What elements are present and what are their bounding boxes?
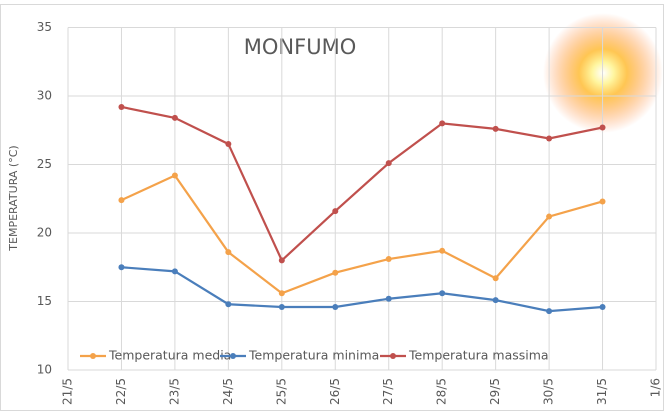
data-point — [546, 135, 553, 142]
x-tick-label: 1/6 — [649, 378, 663, 397]
data-point — [439, 290, 446, 297]
data-point — [332, 269, 339, 276]
x-tick-label: 29/5 — [488, 378, 502, 405]
series-line — [121, 105, 603, 263]
data-point — [439, 120, 446, 127]
data-point — [599, 303, 606, 310]
data-point — [492, 125, 499, 132]
x-tick-label: 22/5 — [114, 378, 128, 405]
y-tick-label: 10 — [37, 363, 52, 377]
data-point — [546, 308, 553, 315]
series-line — [120, 174, 603, 295]
data-point — [332, 208, 339, 215]
data-point — [118, 197, 125, 204]
y-tick-label: 25 — [37, 157, 52, 171]
x-tick-label: 23/5 — [167, 378, 181, 405]
legend-marker — [390, 353, 396, 359]
y-axis-label: TEMPERATURA (°C) — [7, 145, 20, 251]
x-tick-label: 31/5 — [595, 378, 609, 405]
data-point — [439, 247, 446, 254]
legend-label: Temperatura massima — [408, 348, 549, 363]
series-line — [121, 266, 603, 313]
x-tick-label: 27/5 — [381, 378, 395, 405]
data-point — [171, 114, 178, 121]
y-tick-label: 15 — [37, 294, 52, 308]
x-tick-label: 28/5 — [435, 378, 449, 405]
legend-item: Temperatura massima — [380, 348, 549, 363]
data-point — [546, 213, 553, 220]
data-point — [599, 198, 606, 205]
data-point — [492, 297, 499, 304]
legend-label: Temperatura media — [108, 348, 231, 363]
data-point — [118, 103, 125, 110]
x-tick-label: 26/5 — [328, 378, 342, 405]
y-tick-label: 35 — [37, 20, 52, 34]
data-point — [225, 249, 232, 256]
data-point — [492, 275, 499, 282]
data-point — [171, 172, 178, 179]
data-point — [385, 295, 392, 302]
data-point — [225, 140, 232, 147]
legend-label: Temperatura minima — [248, 348, 379, 363]
x-tick-label: 25/5 — [274, 378, 288, 405]
legend-marker — [90, 353, 96, 359]
y-tick-label: 20 — [37, 226, 52, 240]
data-point — [332, 303, 339, 310]
data-point — [225, 301, 232, 308]
legend-item: Temperatura minima — [220, 348, 379, 363]
data-point — [278, 290, 285, 297]
data-point — [118, 264, 125, 271]
legend-item: Temperatura media — [80, 348, 231, 363]
y-tick-label: 30 — [37, 89, 52, 103]
x-tick-label: 30/5 — [542, 378, 556, 405]
data-point — [385, 256, 392, 263]
legend-marker — [230, 353, 236, 359]
data-point — [171, 268, 178, 275]
data-point — [599, 124, 606, 131]
data-point — [278, 257, 285, 264]
data-point — [385, 160, 392, 167]
data-point — [278, 303, 285, 310]
chart-title: MONFUMO — [244, 35, 356, 59]
x-tick-label: 24/5 — [221, 378, 235, 405]
x-tick-label: 21/5 — [61, 378, 75, 405]
